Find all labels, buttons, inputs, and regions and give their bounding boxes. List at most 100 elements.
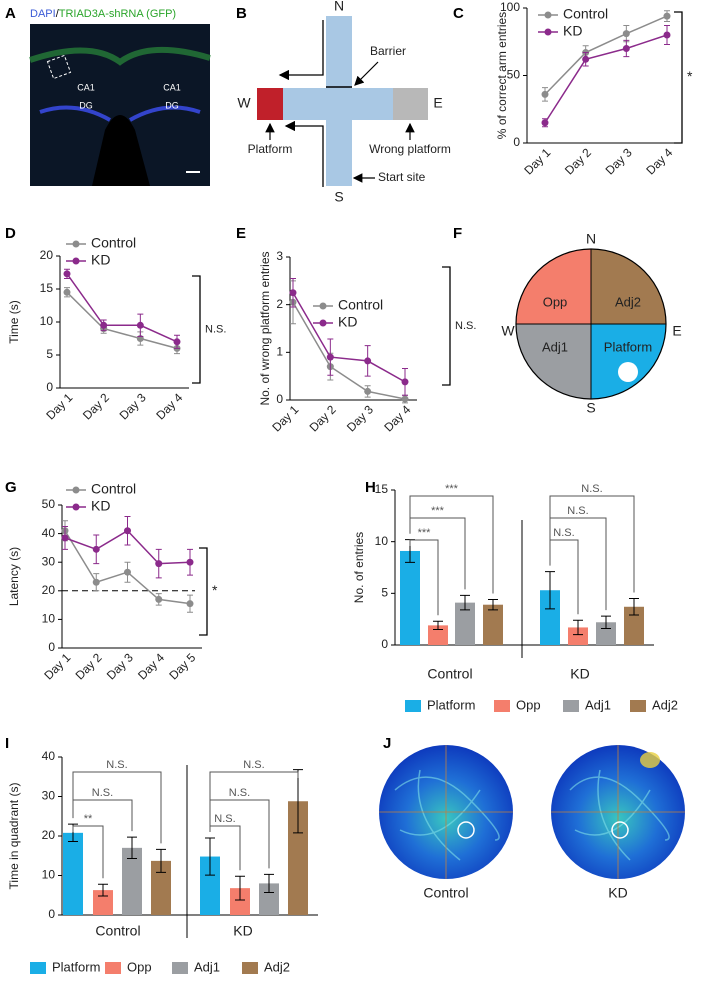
condition-label: KD [608, 885, 627, 901]
series-line [292, 301, 406, 400]
x-tick-label: Day 5 [166, 650, 198, 682]
x-tick-label: Day 3 [117, 390, 149, 422]
panel-letter: J [383, 735, 391, 752]
error-bar [629, 598, 639, 616]
significance-bracket [199, 547, 208, 636]
legend-label: Adj1 [585, 697, 611, 712]
direction: N [334, 0, 344, 14]
significance-bracket [409, 495, 494, 594]
legend-label: Control [338, 297, 383, 313]
legend-label: KD [91, 498, 110, 514]
platform-marker [618, 362, 638, 382]
data-point [364, 357, 372, 365]
legend-label: KD [563, 23, 582, 39]
bar [259, 883, 279, 915]
series-line [292, 292, 406, 383]
bar [624, 606, 644, 645]
x-tick-label: Day 4 [381, 402, 413, 434]
y-tick-label: 20 [42, 583, 56, 597]
wrong-platform [393, 88, 428, 120]
quadrant [591, 249, 666, 324]
significance-label: N.S. [581, 483, 602, 495]
legend-label: KD [338, 314, 357, 330]
x-tick-label: Day 4 [135, 650, 167, 682]
bar [428, 625, 448, 645]
region-label: DG [79, 100, 93, 110]
callout: Platform [248, 142, 293, 156]
significance-label: N.S. [106, 759, 127, 771]
y-axis-label: Time in quadrant (s) [7, 783, 21, 890]
legend-swatch [494, 700, 510, 712]
legend-label: Opp [516, 697, 541, 712]
quadrant-label: Adj1 [542, 339, 568, 354]
panel-letter: B [236, 5, 247, 22]
direction: N [586, 231, 596, 247]
panel-letter: I [5, 735, 9, 752]
tissue [29, 47, 211, 66]
legend-label: KD [91, 252, 110, 268]
data-point [663, 31, 671, 39]
significance-bracket [549, 495, 635, 593]
y-axis-label: No. of wrong platform entries [258, 251, 272, 405]
data-point [136, 321, 144, 329]
y-tick-label: 40 [42, 749, 56, 763]
data-point [63, 288, 71, 296]
quadrant [516, 324, 591, 399]
stain-label: DAPI [30, 8, 56, 20]
series-line [66, 273, 178, 343]
direction: E [433, 95, 442, 111]
x-tick-label: Day 2 [80, 390, 112, 422]
legend-marker [544, 28, 552, 36]
error-bar [127, 836, 137, 860]
y-tick-label: 10 [375, 534, 389, 548]
significance-label: ** [84, 813, 93, 825]
callout: Barrier [370, 44, 406, 58]
significance-bracket [409, 539, 439, 616]
bar [455, 602, 475, 645]
y-tick-label: 10 [40, 314, 54, 328]
significance-label: * [212, 582, 218, 598]
bar [540, 590, 560, 645]
callout: Start site [378, 170, 426, 184]
bar [288, 801, 308, 915]
x-tick-label: Day 2 [307, 402, 339, 434]
significance-label: *** [431, 505, 445, 517]
callout: Wrong platform [369, 142, 451, 156]
data-point [541, 90, 549, 98]
significance-label: N.S. [455, 320, 476, 332]
x-tick-label: Day 4 [643, 145, 675, 177]
significance-label: N.S. [205, 323, 226, 335]
legend-swatch [630, 700, 646, 712]
x-tick-label: Day 2 [73, 650, 105, 682]
region-label: DG [165, 100, 179, 110]
bar [63, 832, 83, 915]
y-tick-label: 0 [48, 907, 55, 921]
platform-marker [611, 821, 629, 839]
y-tick-label: 0 [48, 640, 55, 654]
error-bar [573, 619, 583, 636]
quadrant-label: Opp [543, 294, 568, 309]
legend-marker [319, 302, 327, 310]
data-point [186, 558, 194, 566]
arrow [284, 120, 324, 187]
panel-f: F N S W E Opp Adj2 Adj1 Platform [453, 225, 682, 416]
legend-marker [72, 503, 80, 511]
x-tick-label: Day 3 [603, 145, 635, 177]
significance-bracket [72, 825, 104, 879]
y-tick-label: 20 [40, 248, 54, 262]
y-tick-label: 0 [513, 135, 520, 149]
y-tick-label: 0 [46, 380, 53, 394]
significance-label: N.S. [92, 787, 113, 799]
significance-label: N.S. [243, 759, 264, 771]
error-bar [205, 837, 215, 876]
data-point [100, 321, 108, 329]
error-bar [293, 769, 303, 834]
y-tick-label: 0 [381, 637, 388, 651]
error-bar [235, 875, 245, 901]
significance-label: N.S. [214, 813, 235, 825]
tissue [39, 105, 201, 122]
data-point [173, 338, 181, 346]
significance-label: * [687, 68, 693, 84]
direction: E [672, 323, 681, 339]
data-point [401, 378, 409, 386]
